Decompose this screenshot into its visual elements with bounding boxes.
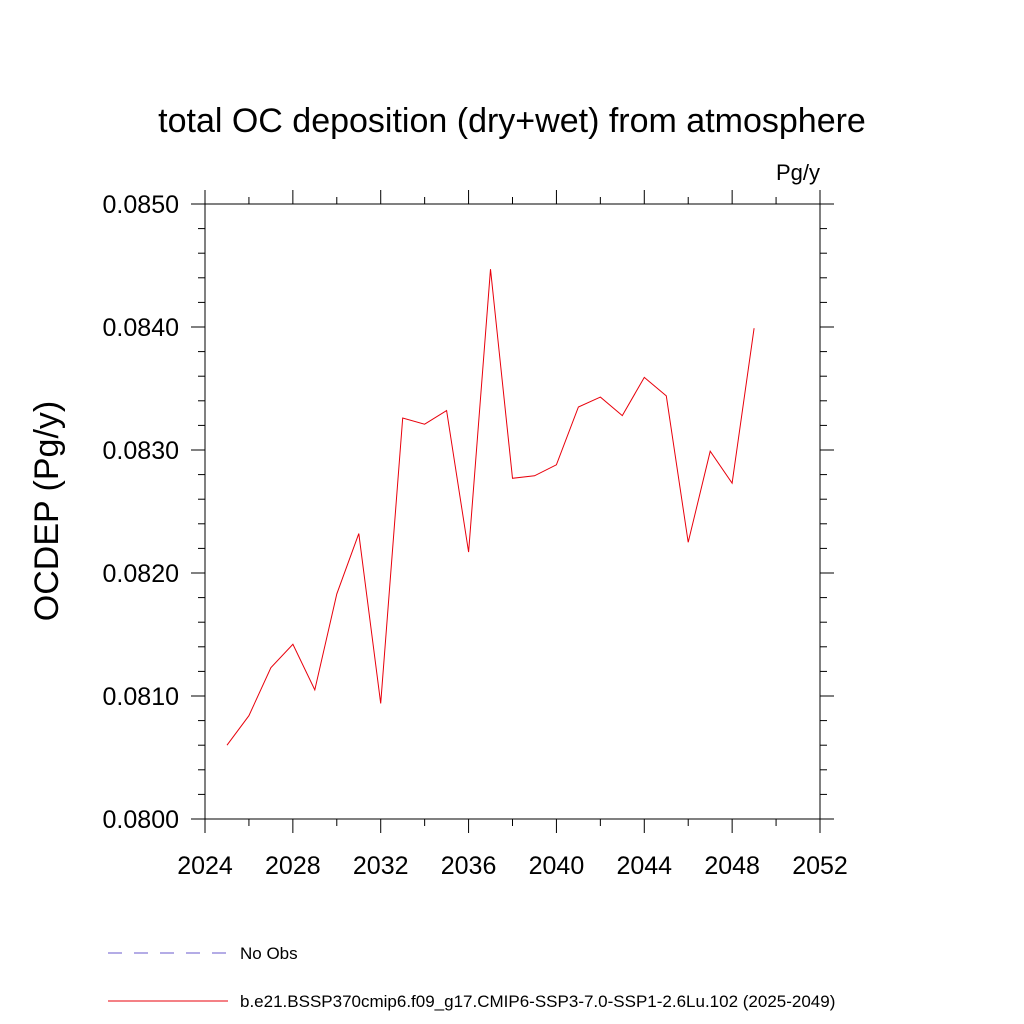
x-tick-labels: 2024 2028 2032 2036 2040 2044 2048 2052 [177, 852, 848, 880]
series-layer [226, 269, 755, 746]
y-tick-label: 0.0810 [103, 683, 179, 711]
y-axis-label: OCDEP (Pg/y) [28, 401, 66, 621]
x-tick-label: 2032 [353, 852, 409, 880]
x-tick-label: 2052 [792, 852, 848, 880]
y-tick-label: 0.0830 [103, 437, 179, 465]
series-line [226, 269, 755, 746]
x-tick-label: 2036 [441, 852, 497, 880]
y-tick-labels: 0.0800 0.0810 0.0820 0.0830 0.0840 0.0850 [103, 191, 179, 834]
chart-title: total OC deposition (dry+wet) from atmos… [158, 102, 866, 140]
x-tick-label: 2024 [177, 852, 233, 880]
units-label: Pg/y [776, 160, 820, 185]
axis-ticks [191, 190, 834, 833]
x-tick-label: 2044 [616, 852, 672, 880]
x-tick-label: 2048 [704, 852, 760, 880]
x-tick-label: 2028 [265, 852, 321, 880]
x-tick-label: 2040 [529, 852, 585, 880]
y-tick-label: 0.0820 [103, 560, 179, 588]
legend-label-series: b.e21.BSSP370cmip6.f09_g17.CMIP6-SSP3-7.… [240, 992, 835, 1011]
legend-label-no-obs: No Obs [240, 944, 298, 963]
plot-frame [204, 203, 821, 820]
y-tick-label: 0.0850 [103, 191, 179, 219]
y-tick-label: 0.0800 [103, 806, 179, 834]
y-tick-label: 0.0840 [103, 314, 179, 342]
legend: No Obs b.e21.BSSP370cmip6.f09_g17.CMIP6-… [108, 944, 835, 1011]
